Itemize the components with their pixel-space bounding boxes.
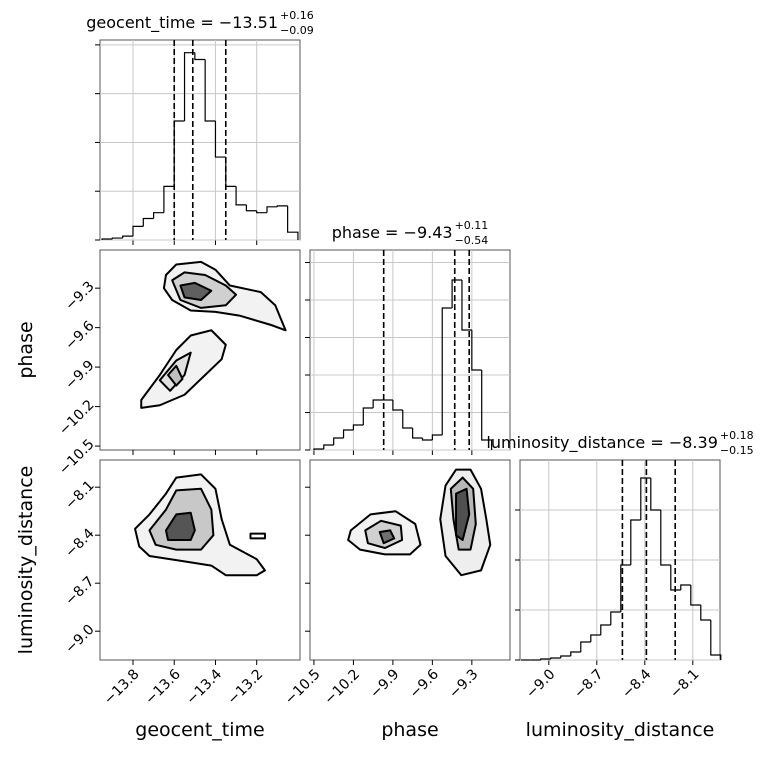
panel-frame	[309, 249, 511, 451]
hist-bin	[111, 237, 123, 240]
hist-bin	[640, 477, 651, 520]
y-tick-label: −10.2	[56, 397, 98, 439]
y-axis-label: luminosity_distance	[15, 466, 37, 655]
hist-bin	[540, 658, 551, 660]
title-upper: +0.16	[280, 9, 314, 22]
hist-bin	[122, 235, 133, 239]
hist-bin	[142, 217, 154, 227]
hist-bin	[650, 478, 661, 511]
y-tick-label: −8.7	[62, 574, 97, 609]
x-tick-label: −13.8	[101, 666, 143, 708]
hist-bin	[700, 605, 711, 621]
hist-bin	[481, 370, 493, 450]
y-tick-label: −9.9	[62, 357, 97, 392]
x-tick-label: −8.1	[667, 666, 702, 701]
x-tick-label: −8.7	[571, 666, 606, 701]
hist-bin	[630, 519, 641, 565]
hist-bin	[256, 210, 268, 214]
hist-bin	[441, 307, 453, 435]
hist-bin	[451, 279, 462, 308]
panel-title: phase = −9.43	[332, 223, 453, 242]
hist-bin	[362, 407, 374, 425]
hist-bin	[276, 205, 288, 207]
hist-bin	[194, 52, 206, 61]
x-tick-label: −9.9	[367, 666, 402, 701]
hist-bin	[266, 206, 278, 213]
hist-bin	[132, 225, 144, 237]
hist-bin	[372, 399, 384, 408]
hist-bin	[204, 59, 216, 122]
hist-bin	[245, 204, 257, 212]
y-tick-label: −9.6	[62, 318, 97, 353]
y-tick-label: −8.4	[62, 525, 97, 560]
hist-bin	[342, 429, 354, 438]
x-tick-label: −13.2	[225, 666, 267, 708]
hist-bin	[570, 651, 581, 656]
hist-bin	[610, 611, 621, 625]
y-tick-label: −10.5	[56, 436, 98, 478]
contour	[164, 511, 196, 541]
hist-bin	[214, 120, 226, 158]
hist-bin	[660, 510, 671, 566]
hist-bin	[235, 186, 247, 206]
hist-bin	[173, 120, 185, 187]
hist-bin	[313, 448, 324, 450]
title-lower: −0.54	[455, 234, 489, 247]
hist-bin	[670, 565, 681, 591]
hist-bin	[710, 620, 722, 660]
hist-bin	[431, 434, 443, 440]
hist-bin	[101, 238, 113, 240]
x-tick-label: −9.6	[407, 666, 442, 701]
hist-bin	[680, 584, 691, 590]
contour	[249, 532, 266, 540]
hist-bin	[402, 410, 413, 429]
hist-bin	[392, 400, 403, 411]
title-lower: −0.09	[280, 24, 314, 37]
contour	[455, 487, 471, 541]
x-axis-label: luminosity_distance	[526, 719, 715, 741]
hist-bin	[412, 428, 423, 439]
x-axis-label: geocent_time	[135, 719, 264, 741]
x-tick-label: −10.2	[321, 666, 363, 708]
hist-bin	[287, 205, 299, 240]
contour	[378, 529, 396, 545]
hist-bin	[620, 564, 631, 612]
x-axis-label: phase	[381, 719, 438, 741]
panel-frame	[99, 39, 301, 241]
title-upper: +0.11	[455, 219, 489, 232]
hist-bin	[352, 424, 364, 430]
x-tick-label: −8.4	[619, 666, 654, 701]
panel-title: geocent_time = −13.51	[86, 13, 278, 33]
hist-bin	[183, 52, 195, 121]
hist-bin	[461, 280, 472, 331]
x-tick-label: −13.4	[183, 666, 225, 708]
hist-bin	[580, 641, 591, 652]
hist-bin	[600, 624, 611, 635]
y-tick-label: −9.3	[62, 279, 97, 314]
x-tick-label: −9.0	[523, 666, 558, 701]
hist-bin	[590, 634, 601, 642]
contour	[167, 364, 184, 387]
hist-bin	[153, 212, 164, 219]
hist-bin	[560, 655, 571, 658]
y-tick-label: −9.0	[62, 622, 97, 657]
x-tick-label: −10.5	[282, 666, 324, 708]
y-tick-label: −8.1	[62, 478, 97, 513]
x-tick-label: −9.3	[446, 666, 481, 701]
title-lower: −0.15	[720, 444, 754, 457]
hist-bin	[323, 444, 334, 449]
contour	[179, 281, 213, 301]
hist-bin	[421, 438, 433, 441]
hist-bin	[471, 330, 482, 371]
hist-bin	[550, 657, 561, 659]
title-upper: +0.18	[720, 429, 754, 442]
hist-bin	[690, 585, 701, 606]
y-axis-label: phase	[15, 321, 37, 378]
x-tick-label: −13.6	[142, 666, 184, 708]
hist-bin	[163, 185, 175, 213]
panel-title: luminosity_distance = −8.39	[486, 433, 717, 453]
hist-bin	[333, 437, 344, 445]
